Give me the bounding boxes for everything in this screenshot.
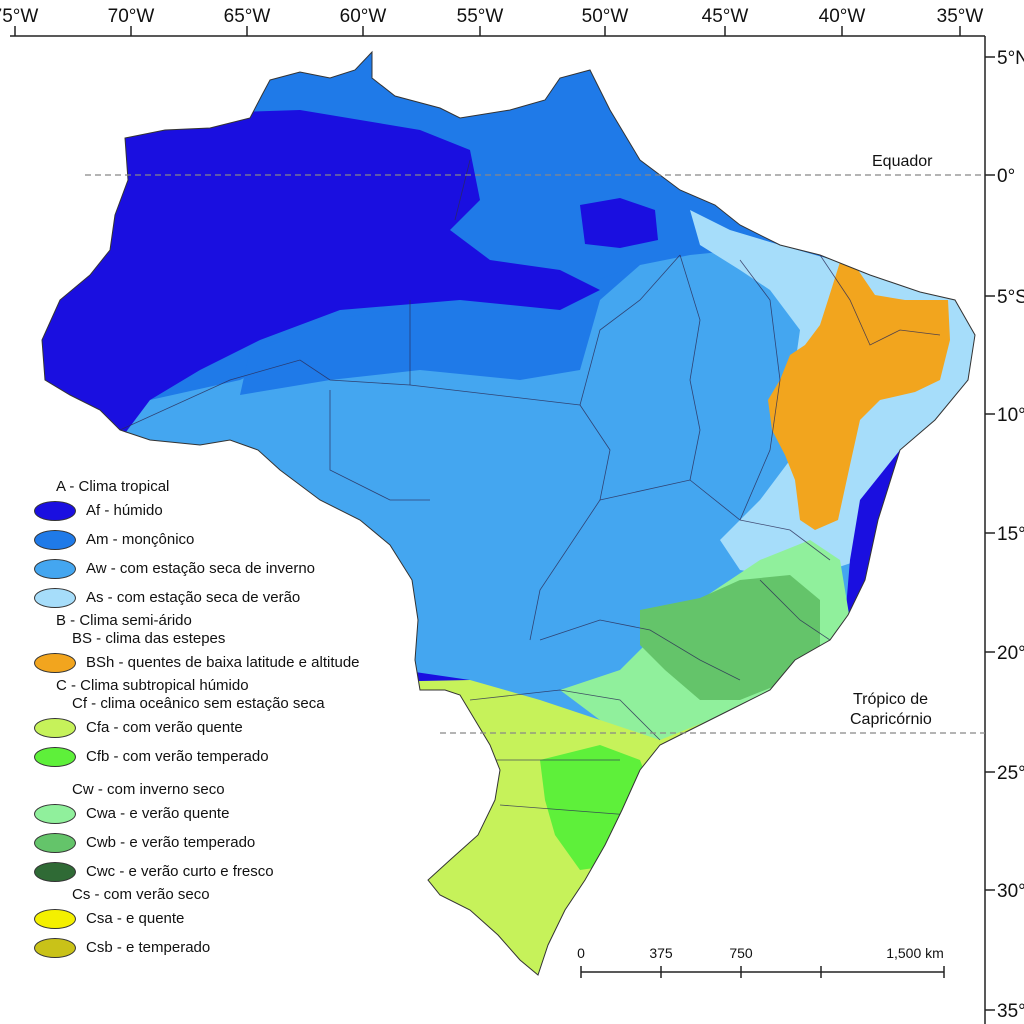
legend-item-cwb: Cwb - e verão temperado <box>34 828 424 857</box>
legend-label-csa: Csa - e quente <box>86 910 185 927</box>
state-borders <box>119 159 941 816</box>
legend-item-cfa: Cfa - com verão quente <box>34 713 424 742</box>
legend-subgroup-bs: BS - clima das estepes <box>72 630 226 647</box>
lon-label-50w: 50°W <box>582 6 629 27</box>
legend-label-cfb: Cfb - com verão temperado <box>86 748 269 765</box>
scale-label-375: 375 <box>649 945 673 961</box>
legend-label-cwa: Cwa - e verão quente <box>86 805 230 822</box>
legend-item-csb: Csb - e temperado <box>34 933 424 962</box>
legend-item-bsh: BSh - quentes de baixa latitude e altitu… <box>34 648 424 677</box>
legend-item-cfb: Cfb - com verão temperado <box>34 742 424 771</box>
legend-item-af: Af - húmido <box>34 496 424 525</box>
lat-label-0: 0° <box>997 166 1015 187</box>
lon-label-55w: 55°W <box>457 6 504 27</box>
tropic-label-line2: Capricórnio <box>850 711 932 728</box>
legend-label-csb: Csb - e temperado <box>86 939 211 956</box>
swatch-cfb <box>34 746 76 767</box>
legend-label-af: Af - húmido <box>86 502 163 519</box>
equator-label: Equador <box>872 153 933 170</box>
legend-item-am: Am - monçônico <box>34 525 424 554</box>
legend-subgroup-cw: Cw - com inverno seco <box>72 781 225 798</box>
legend-group-a: A - Clima tropical <box>56 478 170 495</box>
zone-cwb <box>640 575 820 700</box>
scale-label-750: 750 <box>729 945 753 961</box>
lon-label-40w: 40°W <box>819 6 866 27</box>
swatch-csa <box>34 908 76 929</box>
lat-label-30s: 30°S <box>997 881 1024 902</box>
swatch-cwc <box>34 861 76 882</box>
legend-label-aw: Aw - com estação seca de inverno <box>86 560 316 577</box>
legend-label-cfa: Cfa - com verão quente <box>86 719 243 736</box>
legend-group-c: C - Clima subtropical húmido <box>56 677 249 694</box>
lon-label-75w: 75°W <box>0 6 38 27</box>
legend-item-cwa: Cwa - e verão quente <box>34 799 424 828</box>
scale-label-0: 0 <box>577 945 585 961</box>
swatch-cwa <box>34 803 76 824</box>
legend-label-cwb: Cwb - e verão temperado <box>86 834 256 851</box>
lat-label-35s: 35°S <box>997 1001 1024 1022</box>
tropic-label-line1: Trópico de <box>853 691 928 708</box>
legend-item-csa: Csa - e quente <box>34 904 424 933</box>
lat-ticks <box>985 56 995 1011</box>
legend-label-cwc: Cwc - e verão curto e fresco <box>86 863 274 880</box>
swatch-cfa <box>34 717 76 738</box>
swatch-as <box>34 587 76 608</box>
brazil-outline <box>41 50 976 976</box>
legend-label-bsh: BSh - quentes de baixa latitude e altitu… <box>86 654 360 671</box>
swatch-bsh <box>34 652 76 673</box>
lon-ticks <box>14 26 961 36</box>
zone-af-patch <box>580 198 658 248</box>
lat-label-5s: 5°S <box>997 287 1024 308</box>
lon-label-70w: 70°W <box>108 6 155 27</box>
legend-subgroup-cf: Cf - clima oceânico sem estação seca <box>72 695 325 712</box>
lat-label-20s: 20°S <box>997 643 1024 664</box>
legend-item-as: As - com estação seca de verão <box>34 583 424 612</box>
swatch-csb <box>34 937 76 958</box>
zone-af <box>42 110 600 440</box>
legend-group-b: B - Clima semi-árido <box>56 612 192 629</box>
lon-tick-labels: 75°W 70°W 65°W 60°W 55°W 50°W 45°W 40°W … <box>0 6 983 27</box>
legend-item-cwc: Cwc - e verão curto e fresco <box>34 857 424 886</box>
lat-label-25s: 25°S <box>997 763 1024 784</box>
legend-subgroup-cs: Cs - com verão seco <box>72 886 210 903</box>
swatch-af <box>34 500 76 521</box>
lon-label-65w: 65°W <box>224 6 271 27</box>
lon-label-35w: 35°W <box>937 6 984 27</box>
legend: A - Clima tropical Af - húmido Am - monç… <box>34 478 424 962</box>
swatch-aw <box>34 558 76 579</box>
legend-label-as: As - com estação seca de verão <box>86 589 301 606</box>
legend-label-am: Am - monçônico <box>86 531 195 548</box>
scale-bar: 0 375 750 1,500 km <box>577 945 945 978</box>
zone-aw-inner-am <box>240 265 640 395</box>
lat-label-5n: 5°N <box>997 48 1024 69</box>
swatch-am <box>34 529 76 550</box>
lon-label-60w: 60°W <box>340 6 387 27</box>
lat-label-15s: 15°S <box>997 524 1024 545</box>
zone-bsh <box>768 262 950 530</box>
legend-item-aw: Aw - com estação seca de inverno <box>34 554 424 583</box>
lon-label-45w: 45°W <box>702 6 749 27</box>
lat-label-10s: 10°S <box>997 405 1024 426</box>
lat-tick-labels: 5°N 0° 5°S 10°S 15°S 20°S 25°S 30°S 35°S <box>997 48 1024 1022</box>
swatch-cwb <box>34 832 76 853</box>
scale-label-1500: 1,500 km <box>886 945 944 961</box>
